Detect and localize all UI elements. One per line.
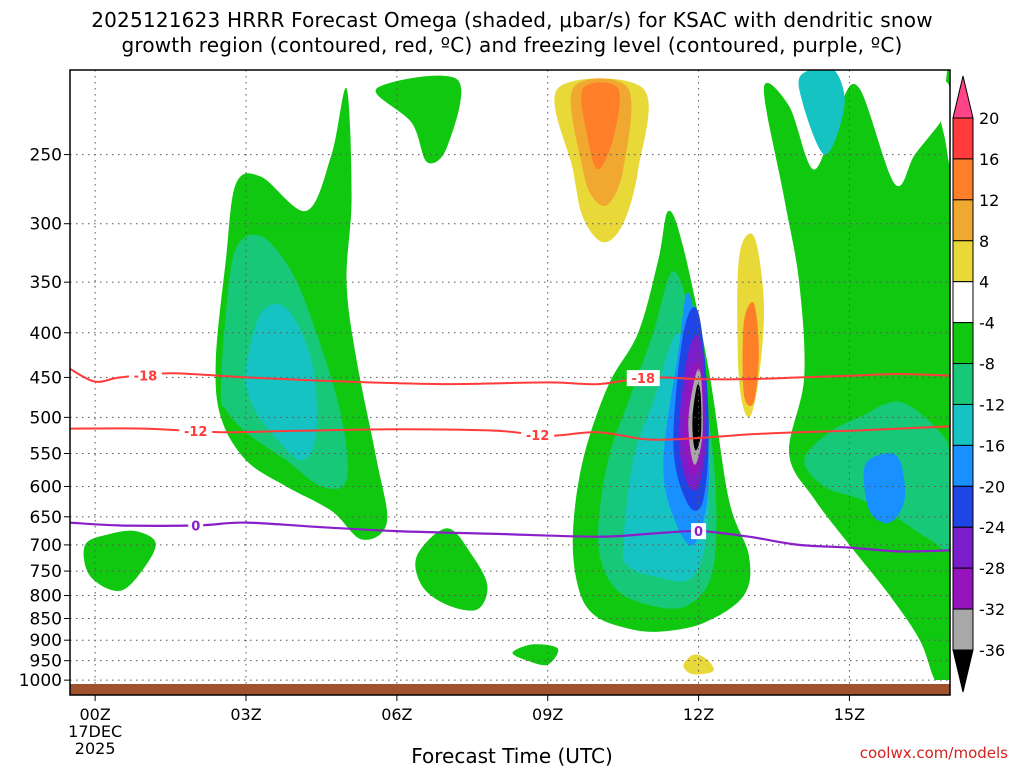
y-tick-label-450: 450: [30, 368, 62, 388]
colorbar-label--36: -36: [979, 641, 1005, 660]
x-tick-label-15Z: 15Z: [834, 705, 865, 724]
freezing-level-contour-label-bg-1: [691, 523, 707, 540]
colorbar-top-arrow: [952, 75, 974, 119]
omega-region-far-east-lightblue: [863, 453, 906, 524]
isotherm-contour-12-label-bg-0: [179, 423, 213, 440]
colorbar-segment-8: [952, 240, 974, 283]
chart-title-line-2: growth region (contoured, red, ºC) and f…: [121, 33, 903, 57]
colorbar-segment-12: [952, 199, 974, 242]
y-tick-label-900: 900: [30, 631, 62, 651]
colorbar-label-12: 12: [979, 191, 999, 210]
y-tick-label-500: 500: [30, 408, 62, 428]
colorbar-label--4: -4: [979, 314, 995, 333]
colorbar-label-20: 20: [979, 109, 999, 128]
colorbar-label--24: -24: [979, 518, 1005, 537]
chart-title-line-1: 2025121623 HRRR Forecast Omega (shaded, …: [91, 8, 933, 32]
colorbar-label--12: -12: [979, 395, 1005, 414]
omega-region-far-east-cyan: [798, 70, 845, 155]
x-tick-label-09Z: 09Z: [532, 705, 563, 724]
x-tick-label-06Z: 06Z: [381, 705, 412, 724]
colorbar-segment--16: [952, 444, 974, 487]
colorbar-label-8: 8: [979, 232, 989, 251]
omega-region-yellow-small-5: [325, 604, 358, 638]
colorbar-segment--20: [952, 485, 974, 528]
omega-region-top-green: [375, 75, 462, 164]
omega-region-yellow-small-1: [384, 256, 450, 395]
colorbar-segment--28: [952, 567, 974, 610]
omega-region-small-green-bottom: [512, 644, 559, 666]
credit-link[interactable]: coolwx.com/models: [859, 744, 1008, 762]
colorbar-segment-20: [952, 117, 974, 160]
freezing-level-contour-label-0: 0: [191, 519, 200, 534]
y-tick-label-300: 300: [30, 215, 62, 235]
freezing-level-contour-label-1: 0: [694, 525, 703, 540]
omega-region-yellow-small-2: [511, 431, 553, 615]
y-tick-label-800: 800: [30, 587, 62, 607]
omega-region-center-green: [415, 528, 488, 611]
isotherm-contour-18-label-0: -18: [134, 369, 158, 384]
y-tick-label-950: 950: [30, 652, 62, 672]
freezing-level-contour-label-bg-0: [188, 517, 204, 534]
colorbar-segment--4: [952, 322, 974, 365]
y-tick-label-850: 850: [30, 610, 62, 630]
omega-region-corner-yellow: [934, 80, 950, 165]
y-tick-label-400: 400: [30, 324, 62, 344]
colorbar-segment--32: [952, 608, 974, 651]
x-tick-label-00Z: 00Z: [79, 705, 110, 724]
y-tick-label-550: 550: [30, 444, 62, 464]
colorbar-segment--8: [952, 363, 974, 405]
y-tick-label-250: 250: [30, 146, 62, 166]
colorbar-bottom-arrow: [952, 649, 974, 693]
y-tick-label-650: 650: [30, 508, 62, 528]
y-tick-label-600: 600: [30, 477, 62, 497]
isotherm-contour-12: [70, 425, 950, 441]
isotherm-contour-18-label-bg-1: [626, 370, 660, 387]
y-axis: 2503003504004505005506006507007508008509…: [19, 146, 70, 691]
contour-label-layer: -18 -18 -12 -12 0 0: [128, 367, 707, 540]
colorbar-label--32: -32: [979, 600, 1005, 619]
isotherm-contour-18-label-bg-0: [128, 367, 162, 384]
x-tick-date-label: 17DEC: [68, 722, 122, 741]
colorbar-segment--24: [952, 526, 974, 569]
colorbar: 20 16 12 8 4 -4 -8 -12 -16 -20 -24 -28 -32 -36: [952, 75, 1005, 693]
y-tick-label-350: 350: [30, 273, 62, 293]
colorbar-label-16: 16: [979, 150, 999, 169]
ground-bar: [70, 684, 950, 695]
x-tick-label-03Z: 03Z: [230, 705, 261, 724]
colorbar-segment-4: [952, 281, 974, 324]
freezing-level-contour: [70, 521, 950, 553]
isotherm-contour-12-label-0: -12: [184, 425, 208, 440]
omega-region-west-cyan: [245, 303, 318, 461]
colorbar-label--16: -16: [979, 436, 1005, 455]
colorbar-label--8: -8: [979, 355, 995, 374]
x-tick-year-label: 2025: [75, 739, 116, 758]
omega-region-east-black: [692, 384, 702, 451]
isotherm-contour-18-label-1: -18: [632, 372, 656, 387]
y-tick-label-700: 700: [30, 536, 62, 556]
colorbar-label--28: -28: [979, 559, 1005, 578]
colorbar-label-4: 4: [979, 273, 989, 292]
colorbar-label--20: -20: [979, 477, 1005, 496]
isotherm-contour-12-label-bg-1: [521, 426, 555, 443]
omega-region-small-green-left: [83, 530, 156, 592]
omega-region-upper-red: [581, 82, 620, 170]
omega-region-yellow-small-6: [135, 668, 218, 680]
x-axis-label: Forecast Time (UTC): [411, 744, 613, 768]
x-tick-label-12Z: 12Z: [683, 705, 714, 724]
y-tick-label-750: 750: [30, 562, 62, 582]
isotherm-contour-12-label-1: -12: [526, 429, 550, 444]
plot-frame: [69, 69, 951, 696]
colorbar-segment-16: [952, 158, 974, 201]
colorbar-segment--12: [952, 403, 974, 446]
y-tick-label-1000: 1000: [19, 671, 62, 691]
